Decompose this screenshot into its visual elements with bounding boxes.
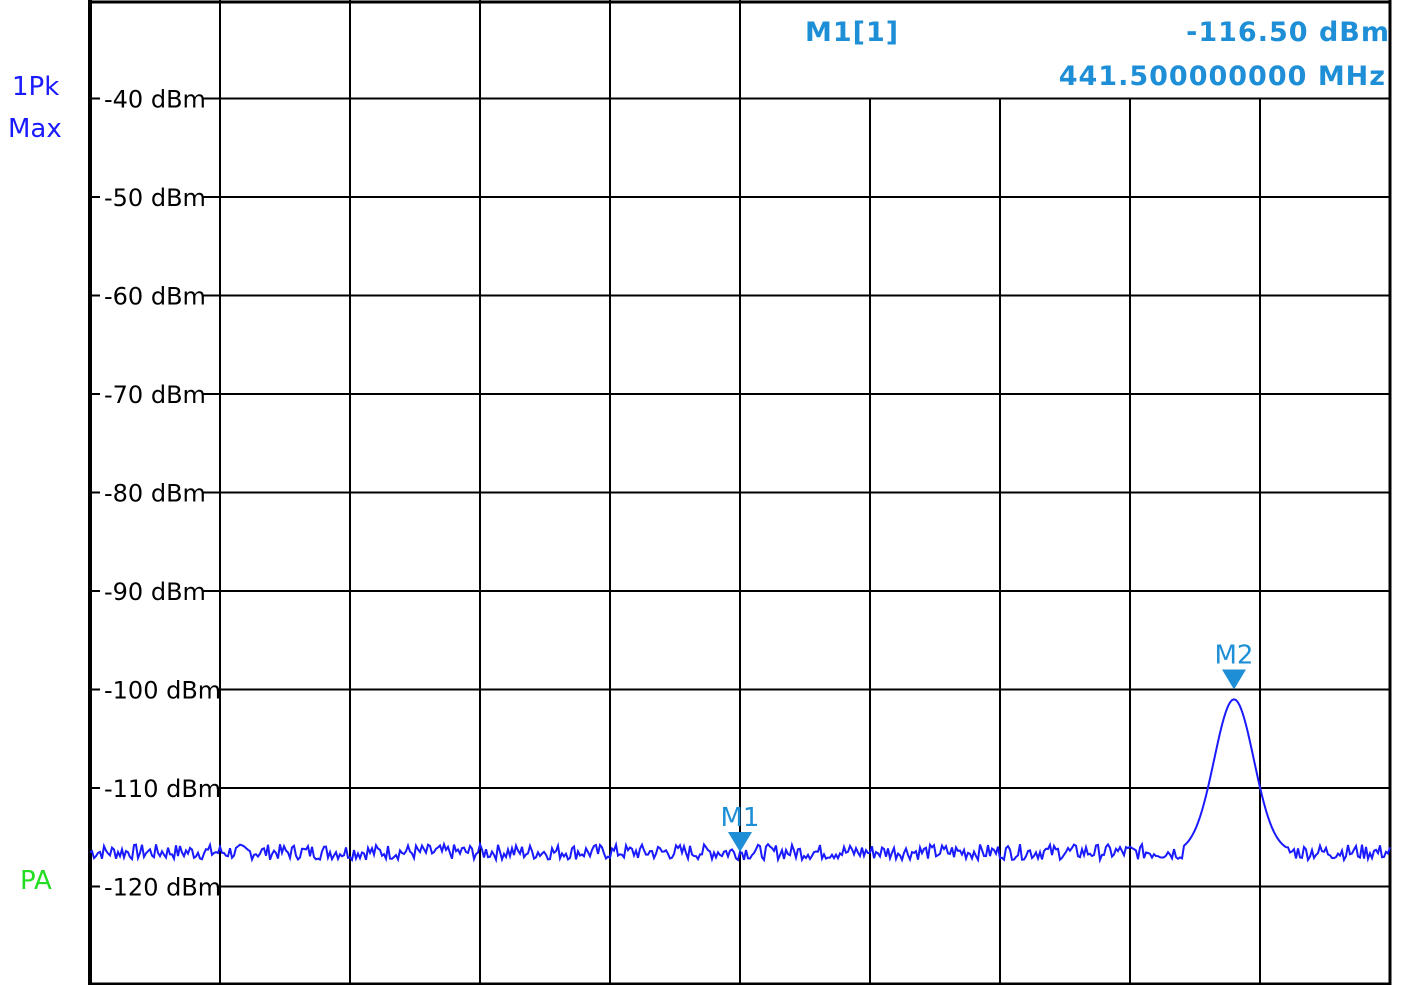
y-axis-labels: -40 dBm -50 dBm -60 dBm -70 dBm -80 dBm -90 d… — [100, 85, 221, 902]
y-tick-label: -100 dBm — [104, 677, 221, 705]
y-tick-label: -120 dBm — [104, 874, 221, 902]
markers: M1 M2 — [721, 641, 1254, 853]
y-tick-label: -70 dBm — [104, 381, 206, 409]
marker-m1-label: M1 — [721, 803, 760, 833]
marker-m2-label: M2 — [1215, 641, 1254, 671]
marker-m2-symbol[interactable] — [1222, 670, 1246, 690]
y-tick-label: -40 dBm — [104, 86, 206, 114]
y-tick-label: -50 dBm — [104, 184, 206, 212]
y-tick-label: -80 dBm — [104, 480, 206, 508]
marker-readout-level: -116.50 dBm — [1186, 17, 1390, 48]
y-tick-label: -60 dBm — [104, 283, 206, 311]
marker-readout-frequency: 441.500000000 MHz — [1059, 61, 1386, 92]
y-tick-label: -110 dBm — [104, 775, 221, 803]
marker-readout-name: M1[1] — [805, 17, 899, 48]
y-tick-label: -90 dBm — [104, 578, 206, 606]
